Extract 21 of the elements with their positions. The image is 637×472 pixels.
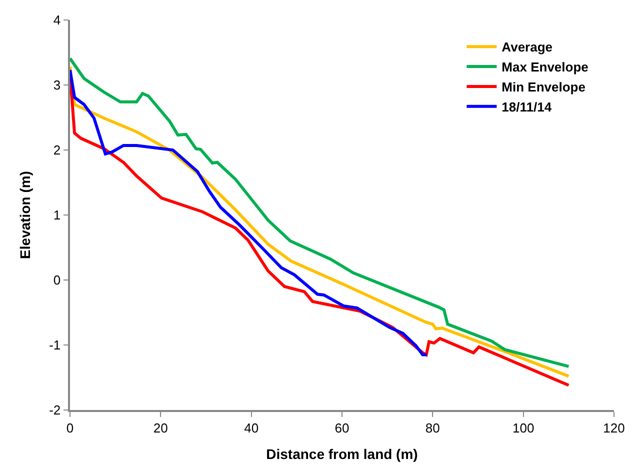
x-axis-title: Distance from land (m) <box>266 446 418 462</box>
y-tick-label: 2 <box>53 142 61 158</box>
x-tick-label: 40 <box>244 420 259 436</box>
y-tick-label: 0 <box>53 272 61 288</box>
x-tick-label: 60 <box>334 420 350 436</box>
x-tick-label: 20 <box>153 420 168 436</box>
y-tick-label: 4 <box>53 12 61 28</box>
y-axis-title: Elevation (m) <box>17 171 34 259</box>
y-tick-label: -2 <box>49 402 61 418</box>
x-tick-label: 80 <box>425 420 440 436</box>
legend-label: Min Envelope <box>502 80 586 95</box>
x-tick-label: 100 <box>512 420 534 436</box>
y-tick-label: 3 <box>53 78 61 93</box>
legend-label: Average <box>502 40 553 55</box>
legend-label: Max Envelope <box>502 60 588 75</box>
y-tick-label: 1 <box>53 208 61 223</box>
y-tick-label: -1 <box>49 338 61 353</box>
legend-label: 18/11/14 <box>502 99 552 114</box>
x-tick-label: 0 <box>66 420 74 436</box>
line-series <box>70 68 428 356</box>
x-tick-label: 120 <box>603 420 625 436</box>
